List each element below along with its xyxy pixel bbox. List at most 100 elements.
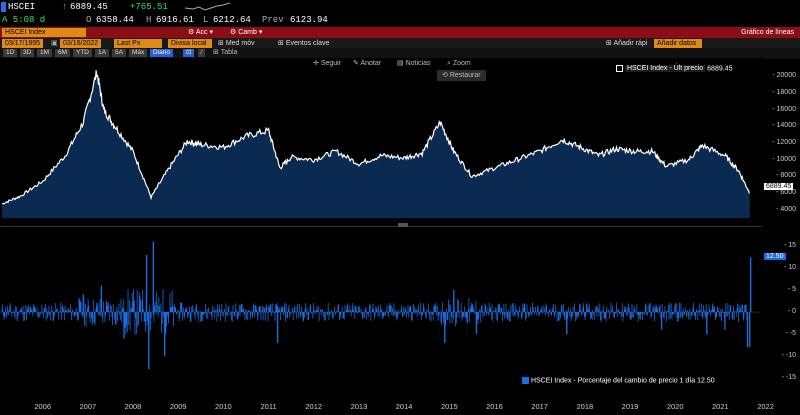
moving-average-toggle[interactable]: ⊞ Med móv — [218, 40, 255, 47]
end-date-field[interactable]: 03/16/2022 — [60, 39, 102, 48]
year-tick-label: 2008 — [124, 402, 142, 411]
prev-label: Prev — [262, 15, 284, 25]
pct-tick-label: - -5 — [785, 330, 797, 338]
price-tick-label: - 4000 — [776, 205, 796, 213]
high-label: H — [146, 15, 152, 25]
ticker-marker — [1, 2, 6, 12]
last-pct-tag: 12.50 — [764, 253, 786, 260]
gear-icon: ⚙ — [188, 29, 196, 36]
search-icon: ⌕ — [447, 60, 453, 67]
field-select[interactable]: Last Px — [114, 39, 162, 48]
pct-change-bars — [1, 289, 748, 336]
table-view-button[interactable]: ⊞ Tabla — [213, 49, 238, 56]
quick-add-button[interactable]: ⊞ Añadir rápi — [606, 40, 648, 47]
legend-swatch-icon — [616, 65, 623, 72]
gear-icon: ⚙ — [230, 29, 239, 36]
year-tick-label: 2007 — [79, 402, 97, 411]
period-3d[interactable]: 3D — [20, 49, 35, 57]
legend-swatch-icon — [522, 377, 529, 384]
year-tick-label: 2009 — [169, 402, 187, 411]
period-bar: 1D 3D 1M 6M YTD 1A 5A Máx Diario ⊡ ∕ ⊞ T… — [0, 48, 800, 59]
timestamp: A 5:08 d — [2, 15, 46, 25]
period-max[interactable]: Máx — [129, 49, 148, 57]
net-change: +765.51 — [130, 2, 168, 12]
last-price: 6889.45 — [70, 2, 108, 12]
date-bar: 03/17/1995 ▣ 03/16/2022 Last Px Divisa l… — [0, 38, 800, 49]
up-arrow-icon: ↑ — [62, 2, 68, 12]
period-1m[interactable]: 1M — [37, 49, 53, 57]
calendar-icon[interactable]: ▣ — [51, 40, 58, 47]
open-label: O — [86, 15, 92, 25]
frequency-select[interactable]: Diario — [150, 49, 173, 57]
year-tick-label: 2013 — [350, 402, 368, 411]
year-tick-label: 2014 — [395, 402, 413, 411]
chart-area[interactable] — [0, 58, 762, 400]
price-tick-label: - 18000 — [772, 89, 796, 96]
year-tick-label: 2006 — [34, 402, 51, 411]
low-label: L — [203, 15, 209, 25]
key-events-toggle[interactable]: ⊞ Eventos clave — [278, 40, 330, 47]
period-1d[interactable]: 1D — [3, 49, 18, 57]
pct-tick-label: - -10 — [781, 352, 796, 360]
follow-button[interactable]: ✛ Seguir — [313, 60, 342, 67]
price-area — [2, 70, 750, 218]
sparkline-icon — [185, 2, 230, 11]
quote-header: HSCEI ↑ 6889.45 +765.51 — [0, 0, 800, 14]
period-5a[interactable]: 5A — [112, 49, 126, 57]
year-tick-label: 2022 — [757, 402, 774, 411]
year-tick-label: 2020 — [666, 402, 684, 411]
price-tick-label: - 8000 — [776, 172, 796, 180]
price-chart[interactable] — [0, 58, 762, 228]
pct-tick-label: - 10 — [783, 264, 796, 272]
last-price-tag: 6889.45 — [764, 183, 794, 190]
year-tick-label: 2016 — [486, 402, 503, 411]
time-axis: 2006 2007 2008 2009 2010 2011 2012 2013 2014 2015… — [0, 399, 800, 415]
line-style-icon[interactable]: ∕ — [198, 49, 206, 57]
price-tick-label: - 12000 — [772, 139, 796, 146]
news-button[interactable]: ▤ Noticias — [397, 60, 431, 67]
price-tick-label: - 14000 — [772, 122, 796, 130]
chart-style-icon[interactable]: ⊡ — [183, 49, 195, 57]
add-data-field[interactable]: Añadir datos — [654, 39, 702, 48]
year-tick-label: 2021 — [712, 402, 729, 411]
annotate-button[interactable]: ✎ Anotar — [353, 60, 382, 67]
price-legend: HSCEI Index - Últ precio 6889.45 — [616, 65, 732, 73]
high-value: 6916.61 — [156, 15, 194, 25]
right-axis: - 20000 - 18000 - 16000 - 14000 - 12000 - 100… — [762, 58, 800, 400]
zoom-button[interactable]: ⌕ Zoom — [447, 60, 471, 67]
year-tick-label: 2011 — [260, 402, 277, 411]
price-tick-label: - 6000 — [776, 189, 796, 196]
security-field[interactable]: HSCEI Index — [2, 28, 86, 37]
currency-select[interactable]: Divisa local — [168, 39, 212, 48]
period-1a[interactable]: 1A — [95, 49, 109, 57]
prev-value: 6123.94 — [290, 15, 328, 25]
pct-legend: HSCEI Index - Porcentaje del cambio de p… — [522, 377, 715, 384]
period-ytd[interactable]: YTD — [73, 49, 92, 57]
year-tick-label: 2015 — [440, 402, 458, 411]
year-tick-label: 2010 — [215, 402, 232, 411]
year-tick-label: 2017 — [531, 402, 548, 411]
price-tick-label: - 10000 — [772, 155, 796, 163]
quote-stats: A 5:08 d O 6358.44 H 6916.61 L 6212.64 P… — [0, 14, 800, 26]
panel-resize-handle[interactable] — [398, 223, 408, 227]
price-tick-label: - 16000 — [772, 105, 796, 113]
chart-type-title: Gráfico de líneas — [741, 29, 794, 36]
restore-button[interactable]: ⟲ Restaurar — [437, 70, 486, 81]
price-tick-label: - 20000 — [772, 72, 796, 80]
year-tick-label: 2019 — [621, 402, 639, 411]
pct-change-chart[interactable] — [0, 228, 762, 398]
open-value: 6358.44 — [96, 15, 134, 25]
year-tick-label: 2018 — [576, 402, 594, 411]
pct-tick-label: - -15 — [781, 374, 796, 381]
actions-menu[interactable]: ⚙ Acc ▾ — [188, 29, 213, 36]
start-date-field[interactable]: 03/17/1995 — [2, 39, 44, 48]
compare-menu[interactable]: ⚙ Camb ▾ — [230, 29, 263, 36]
period-6m[interactable]: 6M — [55, 49, 71, 57]
price-line — [1, 70, 750, 205]
ticker-symbol: HSCEI — [8, 2, 36, 12]
panel-divider — [0, 226, 762, 227]
year-tick-label: 2012 — [305, 402, 323, 411]
pct-tick-label: - 5 — [787, 286, 796, 294]
pct-tick-label: - 15 — [783, 242, 796, 250]
low-value: 6212.64 — [213, 15, 251, 25]
